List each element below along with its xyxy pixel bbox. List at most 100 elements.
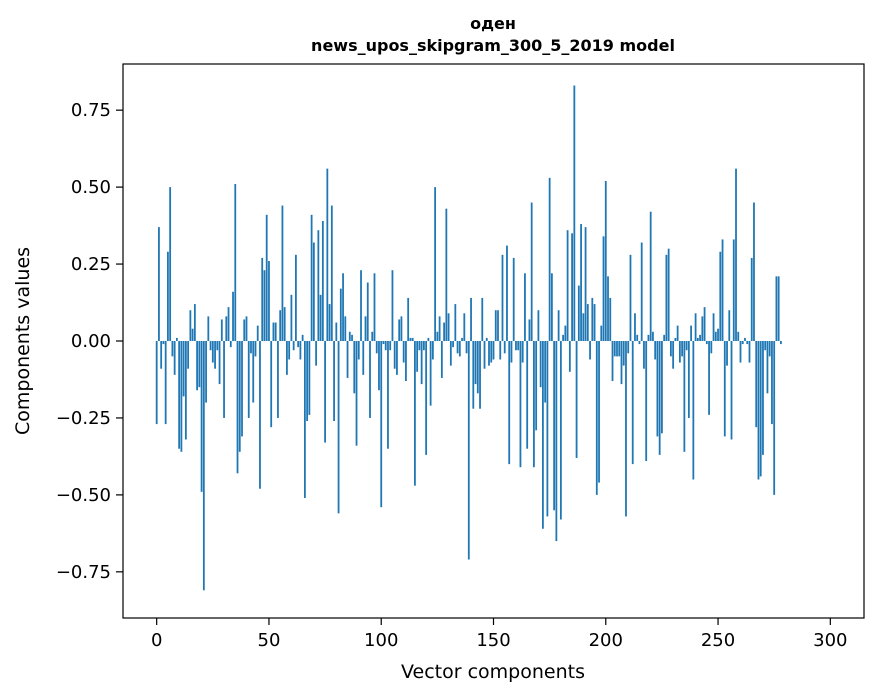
bar bbox=[301, 334, 304, 341]
bar bbox=[389, 341, 392, 351]
bar bbox=[256, 325, 259, 341]
bar bbox=[414, 341, 416, 486]
bar bbox=[661, 341, 663, 434]
bar bbox=[396, 341, 398, 375]
bar bbox=[620, 341, 623, 385]
bar bbox=[279, 310, 282, 341]
bar bbox=[214, 341, 216, 369]
bar bbox=[211, 341, 214, 363]
x-tick-label: 0 bbox=[151, 630, 162, 651]
bar bbox=[607, 276, 609, 341]
bar bbox=[643, 341, 645, 369]
bar bbox=[288, 341, 291, 360]
bar bbox=[312, 242, 315, 341]
bar bbox=[429, 341, 432, 406]
bar bbox=[481, 297, 484, 341]
bar bbox=[575, 341, 578, 458]
bar bbox=[236, 341, 239, 474]
bar bbox=[369, 341, 371, 418]
bar bbox=[467, 341, 470, 560]
bar bbox=[753, 202, 755, 341]
bar bbox=[274, 322, 277, 341]
bar bbox=[409, 337, 412, 341]
y-tick-label: −0.50 bbox=[56, 485, 111, 506]
bar bbox=[196, 341, 198, 391]
bar bbox=[678, 341, 681, 363]
bar bbox=[407, 297, 410, 341]
y-tick-label: −0.25 bbox=[56, 408, 111, 429]
bar bbox=[595, 341, 598, 495]
bar bbox=[501, 254, 504, 341]
bar bbox=[162, 341, 165, 345]
bar bbox=[593, 304, 596, 341]
bar bbox=[339, 288, 342, 341]
bar bbox=[229, 341, 232, 348]
bar bbox=[613, 341, 616, 357]
bar bbox=[589, 341, 591, 360]
bar bbox=[766, 341, 769, 394]
bar bbox=[537, 310, 540, 341]
bar bbox=[582, 313, 585, 341]
bar bbox=[618, 341, 621, 357]
bar bbox=[674, 337, 677, 341]
bar bbox=[225, 316, 228, 341]
bar bbox=[634, 313, 636, 341]
bar bbox=[687, 341, 690, 418]
bar bbox=[333, 341, 335, 422]
bar bbox=[463, 313, 466, 341]
bar bbox=[717, 328, 719, 341]
bar bbox=[355, 341, 358, 446]
bar bbox=[427, 337, 430, 341]
bar bbox=[555, 341, 558, 542]
bar bbox=[290, 294, 293, 341]
bars-group bbox=[155, 85, 782, 591]
bar bbox=[667, 248, 670, 341]
bar bbox=[625, 341, 627, 517]
bar bbox=[652, 331, 654, 341]
bar bbox=[431, 341, 434, 360]
bar bbox=[335, 322, 338, 341]
bar bbox=[422, 341, 425, 351]
bar bbox=[685, 341, 688, 351]
x-tick-label: 200 bbox=[589, 630, 623, 651]
bar bbox=[452, 341, 454, 348]
bar bbox=[326, 168, 329, 341]
bar bbox=[362, 341, 365, 375]
bar bbox=[360, 270, 362, 341]
bar bbox=[499, 341, 502, 360]
bar bbox=[755, 341, 758, 428]
bar bbox=[757, 341, 760, 480]
bar bbox=[683, 341, 686, 452]
bar bbox=[573, 85, 576, 342]
bar bbox=[218, 341, 221, 385]
bar bbox=[346, 341, 349, 378]
bar bbox=[732, 239, 735, 341]
bar bbox=[458, 341, 461, 357]
bar bbox=[739, 341, 742, 363]
bar bbox=[622, 341, 625, 366]
bar bbox=[245, 316, 248, 341]
bar bbox=[636, 334, 639, 341]
bar bbox=[461, 337, 463, 341]
bar bbox=[544, 341, 547, 403]
bar bbox=[191, 328, 194, 341]
bar bbox=[494, 310, 497, 341]
bar bbox=[539, 341, 542, 388]
bar bbox=[247, 341, 250, 418]
bar bbox=[483, 341, 486, 369]
bar bbox=[366, 282, 369, 341]
bar bbox=[171, 341, 174, 357]
bar bbox=[571, 233, 573, 341]
bar bbox=[155, 341, 158, 425]
bar bbox=[703, 307, 706, 341]
bar bbox=[479, 341, 481, 409]
bar bbox=[297, 341, 300, 348]
bar bbox=[447, 313, 450, 341]
bar bbox=[535, 341, 538, 431]
bar bbox=[261, 257, 264, 341]
bar bbox=[526, 341, 529, 449]
bar bbox=[238, 341, 241, 452]
bar bbox=[586, 304, 589, 341]
x-tick-label: 250 bbox=[701, 630, 735, 651]
bar bbox=[591, 297, 594, 341]
